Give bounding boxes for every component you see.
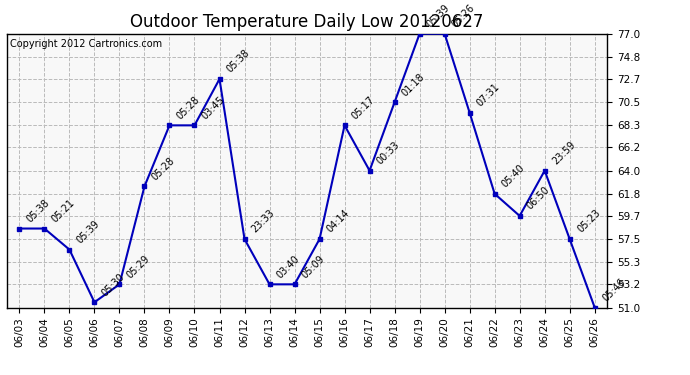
Text: 05:28: 05:28 <box>150 155 177 182</box>
Text: 00:33: 00:33 <box>375 140 402 166</box>
Text: 05:23: 05:23 <box>575 208 602 235</box>
Text: 05:46: 05:46 <box>600 276 627 303</box>
Text: 06:50: 06:50 <box>525 185 552 212</box>
Text: 23:33: 23:33 <box>250 208 277 235</box>
Text: 05:39: 05:39 <box>75 219 101 245</box>
Text: 05:40: 05:40 <box>500 163 527 190</box>
Text: 05:09: 05:09 <box>300 254 327 280</box>
Text: 01:18: 01:18 <box>400 71 427 98</box>
Text: 05:26: 05:26 <box>450 3 477 30</box>
Text: 05:21: 05:21 <box>50 198 77 224</box>
Text: 05:28: 05:28 <box>175 94 202 121</box>
Text: 03:45: 03:45 <box>200 94 227 121</box>
Text: 05:39: 05:39 <box>425 3 452 30</box>
Text: Copyright 2012 Cartronics.com: Copyright 2012 Cartronics.com <box>10 39 162 49</box>
Text: 05:29: 05:29 <box>125 253 152 280</box>
Text: 05:38: 05:38 <box>225 48 252 75</box>
Title: Outdoor Temperature Daily Low 20120627: Outdoor Temperature Daily Low 20120627 <box>130 13 484 31</box>
Text: 05:17: 05:17 <box>350 94 377 121</box>
Text: 07:31: 07:31 <box>475 82 502 108</box>
Text: 05:38: 05:38 <box>25 198 52 224</box>
Text: 05:30: 05:30 <box>100 271 127 298</box>
Text: 04:14: 04:14 <box>325 208 352 235</box>
Text: 03:40: 03:40 <box>275 254 302 280</box>
Text: 23:59: 23:59 <box>550 140 577 166</box>
